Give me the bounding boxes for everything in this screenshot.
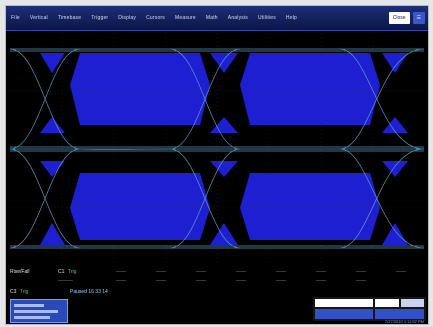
lower-triangle (40, 223, 65, 245)
channel-line-label[interactable]: C3 (10, 289, 17, 295)
upper-eye-fill (240, 53, 380, 125)
timebase-detail (315, 309, 373, 319)
timebase-field[interactable] (315, 299, 373, 307)
menu-file[interactable]: File (11, 15, 20, 21)
param-readout: —— (156, 269, 166, 275)
menu-bar: File Vertical Timebase Trigger Display C… (6, 6, 428, 31)
trigger-level-field[interactable] (401, 299, 424, 307)
lower-triangle (210, 223, 238, 245)
menu-analysis[interactable]: Analysis (227, 15, 248, 21)
menu-cursors[interactable]: Cursors (146, 15, 165, 21)
lower-eye-fill (240, 173, 380, 240)
menu-vertical[interactable]: Vertical (29, 15, 48, 21)
lower-triangle (382, 223, 408, 245)
param-readout: —— (356, 269, 366, 275)
descriptor-bar (14, 304, 44, 307)
mid-triangle (382, 161, 408, 177)
lower-eye-fill (70, 173, 210, 240)
param-readout: —— (196, 278, 206, 284)
menu-measure[interactable]: Measure (175, 15, 196, 21)
trigger-mode-label[interactable]: Rise/Fall (10, 269, 30, 275)
status-panel: Rise/Fall C1 Trig —— —— —— —— —— —— —— —… (6, 267, 428, 324)
options-button[interactable]: ☰ (412, 12, 425, 24)
menu-math[interactable]: Math (205, 15, 218, 21)
upper-triangle (40, 53, 65, 73)
menu-display[interactable]: Display (118, 15, 137, 21)
param-readout: —— (156, 278, 166, 284)
param-readout: —— (396, 269, 406, 275)
timebase-readout: Paused 16 33 14 (70, 289, 108, 295)
param-readout: —— (276, 278, 286, 284)
channel-line-status: Trig (20, 289, 29, 295)
param-readout: —— (116, 269, 126, 275)
upper-triangle (382, 53, 408, 73)
trace-lines (10, 48, 424, 249)
trigger-detail (375, 309, 424, 319)
descriptor-bar (14, 310, 58, 313)
param-readout: —— (316, 278, 326, 284)
mid-triangle (40, 161, 65, 177)
oscilloscope-window: File Vertical Timebase Trigger Display C… (6, 6, 428, 324)
menu-timebase[interactable]: Timebase (57, 15, 82, 21)
descriptor-bar (14, 316, 50, 319)
param-readout: —— (356, 278, 366, 284)
close-button[interactable]: Close (388, 12, 410, 24)
menu-utilities[interactable]: Utilities (258, 15, 276, 21)
timebase-trigger-panel[interactable] (313, 297, 426, 321)
param-readout: —— (316, 269, 326, 275)
timestamp: 7/27/2010 1:11:52 PM (384, 319, 424, 324)
trigger-field[interactable] (375, 299, 399, 307)
channel-status: Trig (68, 269, 77, 275)
param-readout: —— (196, 269, 206, 275)
menu-help[interactable]: Help (285, 15, 298, 21)
param-readout: —— (236, 278, 246, 284)
param-readout: —— (236, 269, 246, 275)
channel-label[interactable]: C1 (58, 269, 65, 275)
menu-trigger[interactable]: Trigger (91, 15, 109, 21)
channel-descriptor-box[interactable] (10, 299, 68, 323)
mid-triangle (382, 117, 408, 133)
param-readout: —— (276, 269, 286, 275)
waveform-display[interactable] (10, 33, 424, 265)
param-readout: ——— (58, 278, 73, 284)
upper-eye-fill (70, 53, 210, 125)
eye-diagram (10, 33, 424, 265)
param-readout: —— (116, 278, 126, 284)
